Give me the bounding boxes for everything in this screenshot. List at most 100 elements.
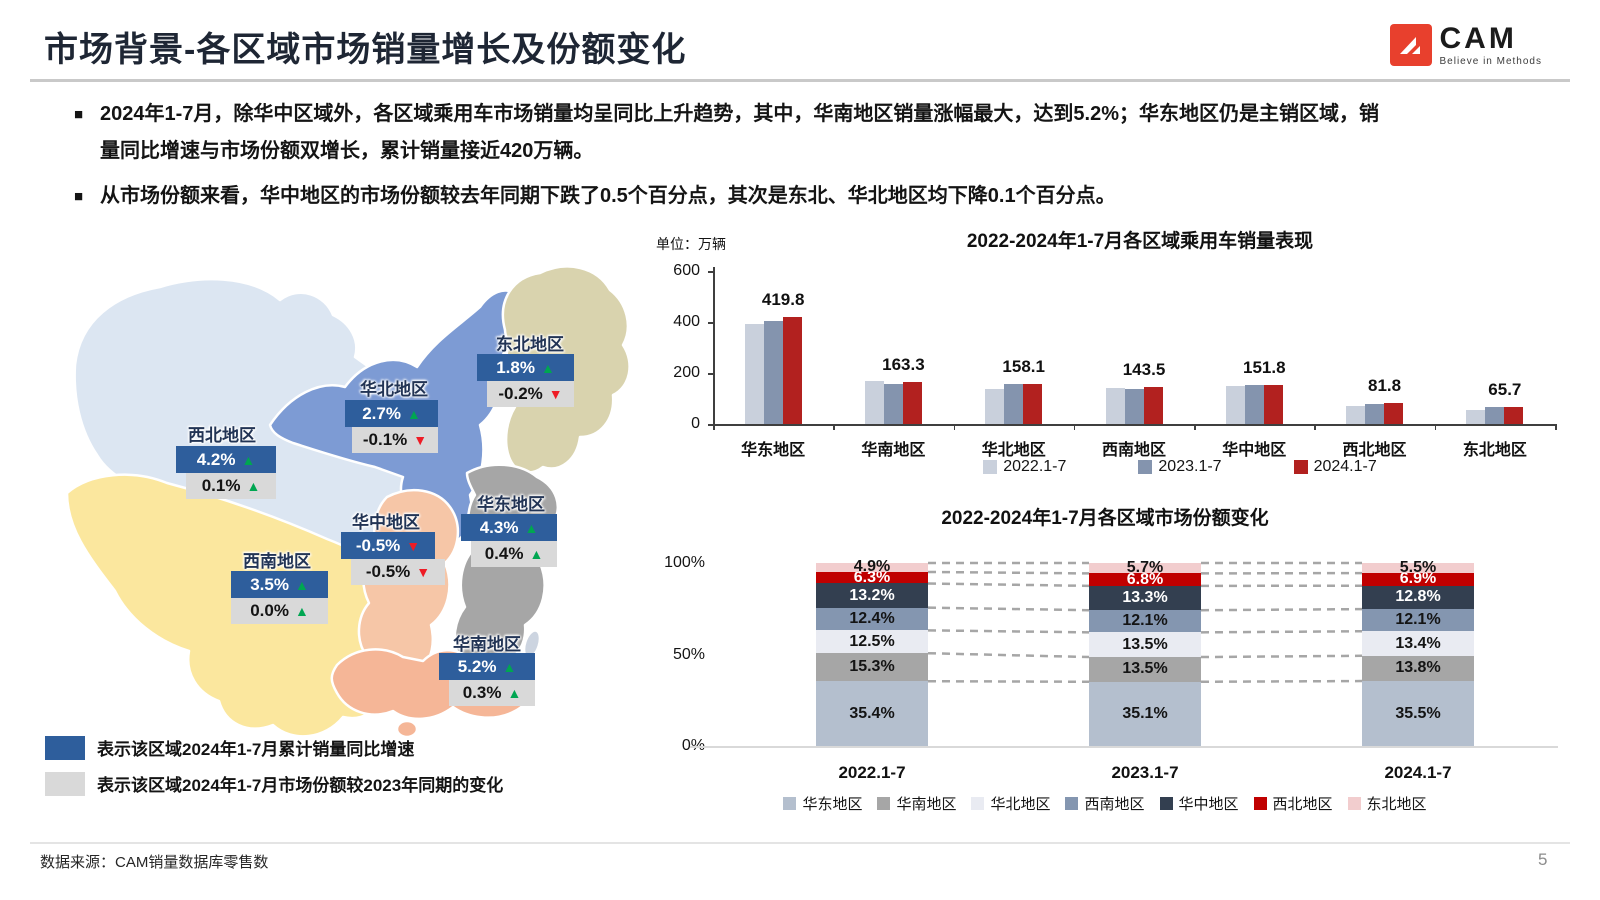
bar-2022.1-7 xyxy=(1105,388,1125,424)
segment-华南地区 xyxy=(1362,655,1474,682)
legend-label: 华东地区 xyxy=(802,796,863,813)
sales-bar-chart: 2022-2024年1-7月各区域乘用车销量表现 单位：万辆 0 200 400 60… xyxy=(650,224,1560,490)
unit-label: 单位：万辆 xyxy=(656,236,726,252)
bar-value-label: 143.5 xyxy=(1122,360,1166,380)
segment-东北地区 xyxy=(1362,563,1474,574)
legend-item-2024.1-7: 2024.1-7 xyxy=(1293,458,1377,476)
legend-item-东北地区: 东北地区 xyxy=(1347,793,1427,814)
legend-label: 西南地区 xyxy=(1084,796,1145,813)
x-category-label: 2023.1-7 xyxy=(1111,763,1179,782)
region-northeast-shape xyxy=(501,265,631,474)
segment-东北地区 xyxy=(1089,563,1201,574)
segment-value-label: 35.4% xyxy=(849,704,895,722)
legend-item-西北地区: 西北地区 xyxy=(1253,793,1333,814)
x-axis xyxy=(690,746,1558,748)
x-category-label: 华东地区 xyxy=(741,442,806,459)
bar-2022.1-7 xyxy=(1225,386,1245,424)
x-axis-tick xyxy=(1434,424,1437,430)
sales-chart-legend: 2022.1-7 2023.1-7 2024.1-7 xyxy=(650,458,1560,476)
x-category-label: 华北地区 xyxy=(981,442,1046,459)
y-axis-tick xyxy=(708,373,713,375)
region-hainan-shape xyxy=(395,719,419,739)
legend-swatch xyxy=(1253,797,1267,810)
legend-swatch xyxy=(1293,460,1308,474)
bar-2022.1-7 xyxy=(864,381,884,424)
segment-西南地区 xyxy=(1089,610,1201,633)
china-map-svg xyxy=(65,265,631,739)
growth-legend-label: 表示该区域2024年1-7月累计销量同比增速 xyxy=(97,740,415,759)
segment-华北地区 xyxy=(1089,632,1201,658)
x-axis-tick xyxy=(953,424,956,430)
y-axis-tick xyxy=(708,271,713,273)
bar-2023.1-7 xyxy=(1485,407,1505,424)
footer-divider xyxy=(30,842,1570,844)
segment-华南地区 xyxy=(1089,657,1201,682)
segment-value-label: 13.3% xyxy=(1122,589,1168,607)
logo-wordmark: CAM xyxy=(1439,22,1517,55)
share-chart-plot: 0% 50% 100% 35.4% 15.3% 12.5% 12.4% 13.2%6.3%4.… xyxy=(650,503,1560,823)
bar-2023.1-7 xyxy=(1124,388,1144,424)
bar-2023.1-7 xyxy=(883,384,903,424)
legend-swatch xyxy=(1138,460,1153,474)
bar-value-label: 151.8 xyxy=(1243,358,1286,378)
legend-label: 2022.1-7 xyxy=(1003,458,1067,475)
bar-2024.1-7 xyxy=(1023,383,1043,424)
segment-value-label: 5.7% xyxy=(1126,559,1164,577)
y-axis-tick xyxy=(708,322,713,324)
y-tick-label: 50% xyxy=(672,645,705,663)
legend-item-华东地区: 华东地区 xyxy=(783,793,862,814)
x-category-label: 华中地区 xyxy=(1222,442,1287,459)
x-category-label: 东北地区 xyxy=(1462,442,1527,459)
bar-2023.1-7 xyxy=(763,320,783,424)
segment-value-label: 35.1% xyxy=(1122,704,1168,722)
bullet-2: ■ 从市场份额来看，华中地区的市场份额较去年同期下跌了0.5个百分点，其次是东北… xyxy=(74,178,1384,215)
x-category-label: 2024.1-7 xyxy=(1384,763,1452,782)
share-stacked-chart: 2022-2024年1-7月各区域市场份额变化 0% 50% 100% 35.4% 15… xyxy=(650,503,1560,823)
bullet-1-text: 2024年1-7月，除华中区域外，各区域乘用车市场销量均呈同比上升趋势，其中，华… xyxy=(100,103,1379,162)
bar-2022.1-7 xyxy=(1466,410,1486,424)
segment-西南地区 xyxy=(816,607,928,631)
x-axis-tick xyxy=(1555,424,1557,430)
bar-2024.1-7 xyxy=(1263,385,1283,424)
legend-item-2023.1-7: 2023.1-7 xyxy=(1138,458,1222,476)
logo-tagline: Believe in Methods xyxy=(1439,56,1542,67)
bar-value-label: 158.1 xyxy=(1002,356,1045,376)
bar-value-label: 419.8 xyxy=(761,289,805,309)
cam-logo: CAM Believe in Methods xyxy=(1389,22,1543,67)
segment-value-label: 12.4% xyxy=(849,609,895,627)
segment-value-label: 12.1% xyxy=(1122,612,1168,630)
legend-item-西南地区: 西南地区 xyxy=(1065,793,1145,814)
segment-西北地区 xyxy=(1089,573,1201,586)
segment-西北地区 xyxy=(816,571,928,584)
segment-华中地区 xyxy=(1089,585,1201,611)
header-divider xyxy=(30,79,1570,82)
x-axis-tick xyxy=(1073,424,1076,430)
bullet-square-icon: ■ xyxy=(74,188,84,205)
legend-label: 2023.1-7 xyxy=(1158,458,1222,475)
segment-value-label: 12.1% xyxy=(1395,611,1441,629)
segment-华东地区 xyxy=(1089,681,1201,746)
segment-value-label: 12.5% xyxy=(849,632,895,650)
legend-swatch xyxy=(1159,797,1173,810)
bar-value-label: 81.8 xyxy=(1368,376,1402,396)
x-category-label: 华南地区 xyxy=(861,442,926,459)
segment-value-label: 4.9% xyxy=(853,558,891,576)
segment-华东地区 xyxy=(816,681,928,746)
legend-item-华南地区: 华南地区 xyxy=(877,793,956,814)
map-legend-row-growth: 表示该区域2024年1-7月累计销量同比增速 xyxy=(45,735,503,760)
segment-西北地区 xyxy=(1362,573,1474,586)
y-tick-label: 0 xyxy=(691,415,700,432)
legend-swatch xyxy=(983,460,998,474)
bar-2024.1-7 xyxy=(1143,387,1163,424)
growth-swatch xyxy=(45,735,85,760)
legend-item-华中地区: 华中地区 xyxy=(1159,793,1239,814)
data-source-note: 数据来源：CAM销量数据库零售数 xyxy=(40,854,269,871)
x-axis-tick xyxy=(1194,424,1196,430)
x-axis xyxy=(713,424,1555,426)
map-legend-row-share: 表示该区域2024年1-7月市场份额较2023年同期的变化 xyxy=(45,771,503,796)
y-tick-label: 600 xyxy=(673,262,700,279)
share-chart-title: 2022-2024年1-7月各区域市场份额变化 xyxy=(941,508,1269,529)
bar-2024.1-7 xyxy=(1384,403,1404,424)
segment-value-label: 13.4% xyxy=(1395,634,1441,652)
x-axis-tick xyxy=(713,424,715,430)
